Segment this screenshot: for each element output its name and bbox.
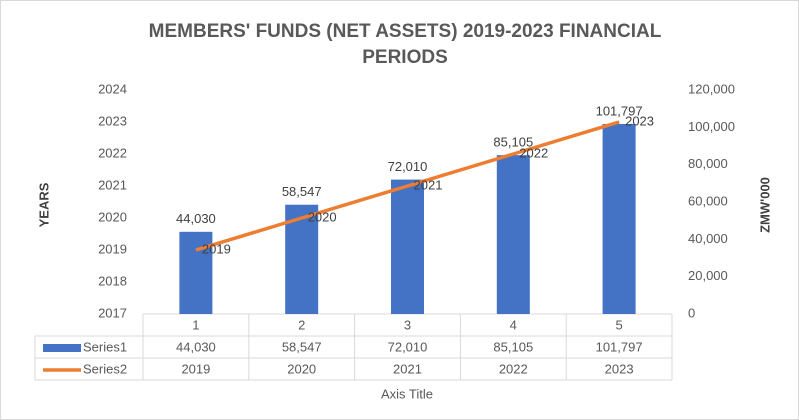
legend-label: Series1 bbox=[83, 339, 127, 354]
y2-tick-label: 40,000 bbox=[688, 231, 728, 246]
data-label: 101,797 bbox=[596, 103, 643, 118]
y2-tick-label: 80,000 bbox=[688, 156, 728, 171]
table-cell: 2022 bbox=[499, 361, 528, 376]
title-line: MEMBERS' FUNDS (NET ASSETS) 2019-2023 FI… bbox=[149, 21, 662, 42]
x-tick-label: 5 bbox=[615, 317, 622, 332]
x-tick-label: 3 bbox=[404, 317, 411, 332]
y-tick-label: 2023 bbox=[98, 113, 127, 128]
data-label: 2021 bbox=[414, 177, 443, 192]
data-label: 2019 bbox=[202, 241, 231, 256]
data-label: 58,547 bbox=[282, 184, 322, 199]
table-cell: 44,030 bbox=[176, 339, 216, 354]
y-tick-label: 2021 bbox=[98, 177, 127, 192]
y2-tick-label: 120,000 bbox=[688, 81, 735, 96]
bar bbox=[391, 179, 424, 314]
table-cell: 101,797 bbox=[596, 339, 643, 354]
data-label: 44,030 bbox=[176, 211, 216, 226]
legend-key bbox=[43, 344, 81, 352]
line bbox=[195, 120, 620, 252]
y2-axis-title: ZMW'000 bbox=[757, 177, 772, 233]
table-cell: 2020 bbox=[287, 361, 316, 376]
table-cell: 2019 bbox=[181, 361, 210, 376]
y-tick-label: 2018 bbox=[98, 273, 127, 288]
y2-tick-label: 100,000 bbox=[688, 119, 735, 134]
y-tick-label: 2017 bbox=[98, 305, 127, 320]
table-cell: 72,010 bbox=[388, 339, 428, 354]
y-tick-label: 2024 bbox=[98, 81, 127, 96]
y-tick-label: 2022 bbox=[98, 145, 127, 160]
bar bbox=[496, 155, 530, 314]
y2-tick-label: 20,000 bbox=[688, 268, 728, 283]
table-cell: 85,105 bbox=[493, 339, 533, 354]
chart-title: MEMBERS' FUNDS (NET ASSETS) 2019-2023 FI… bbox=[149, 21, 662, 68]
table-cell: 58,547 bbox=[282, 339, 322, 354]
data-label: 2022 bbox=[519, 145, 548, 160]
y-axis-title: YEARS bbox=[36, 182, 51, 227]
table-cell: 2023 bbox=[605, 361, 634, 376]
y2-tick-label: 60,000 bbox=[688, 193, 728, 208]
y-tick-label: 2020 bbox=[98, 209, 127, 224]
data-label: 2023 bbox=[625, 113, 654, 128]
x-tick-label: 4 bbox=[510, 317, 517, 332]
data-label: 85,105 bbox=[493, 135, 533, 150]
bar bbox=[602, 123, 636, 314]
data-label: 2020 bbox=[308, 209, 337, 224]
table-cell: 2021 bbox=[393, 361, 422, 376]
title-line: PERIODS bbox=[362, 47, 448, 68]
y-tick-label: 2019 bbox=[98, 241, 127, 256]
legend-label: Series2 bbox=[83, 361, 127, 376]
data-label: 72,010 bbox=[388, 159, 428, 174]
x-tick-label: 2 bbox=[298, 317, 305, 332]
x-axis-title: Axis Title bbox=[381, 386, 433, 401]
y2-tick-label: 0 bbox=[688, 305, 695, 320]
x-tick-label: 1 bbox=[192, 317, 199, 332]
